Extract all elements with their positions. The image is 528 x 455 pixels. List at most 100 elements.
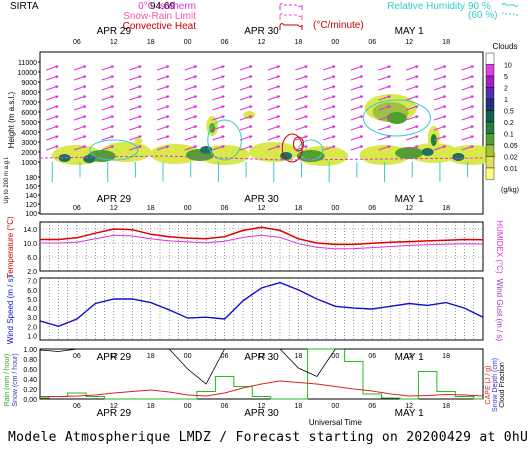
height-tick-label: 10000 (18, 70, 38, 77)
cloud-panel: 1100010000900080007000600050004000300020… (4, 42, 519, 218)
hour-tick-label: 18 (147, 353, 155, 360)
hour-tick-label: 12 (110, 205, 118, 212)
wind-tick-label: 2.0 (27, 324, 37, 331)
colorbar-label: 10 (504, 63, 512, 70)
snow-ylabel: Snow (cm / hour) (12, 353, 19, 406)
hour-tick-label: 18 (147, 205, 155, 212)
wind-arrow (350, 75, 364, 81)
wind-arrow (156, 125, 170, 131)
cloud-region-core (395, 147, 424, 159)
wind-arrow (239, 75, 253, 81)
hour-tick-label: 18 (442, 205, 450, 212)
conv-unit: (°C/minute) (313, 20, 364, 31)
hour-tick-label: 12 (110, 39, 118, 46)
wind-arrow (350, 115, 364, 121)
wind-arrow (46, 115, 59, 121)
wind-arrow (239, 115, 253, 121)
hour-tick-label: 00 (184, 353, 192, 360)
wind-arrow (46, 105, 59, 111)
colorbar-label: 0.05 (504, 143, 518, 150)
wind-arrow (461, 125, 474, 131)
height-tick-label: 100 (25, 211, 37, 218)
hour-tick-label: 12 (110, 353, 118, 360)
day-label: APR 30 (244, 408, 279, 419)
hour-tick-label: 06 (221, 39, 229, 46)
colorbar-swatch (485, 156, 495, 169)
height-tick-label: 6000 (21, 110, 37, 117)
colorbar-label: 2 (504, 86, 508, 93)
wind-arrow (433, 115, 447, 121)
legend-bracket (279, 5, 303, 10)
height-tick-label: 7000 (21, 100, 37, 107)
cloud-region-dense (83, 155, 96, 163)
wind-arrow (350, 145, 364, 151)
colorbar-swatch (485, 98, 495, 111)
cloud-fraction-line (39, 348, 483, 385)
wind-arrow (239, 105, 253, 111)
wind-arrow (129, 135, 142, 141)
wind-arrow (129, 85, 142, 91)
hour-tick-label: 00 (184, 403, 192, 410)
wind-arrow (295, 85, 308, 91)
hour-tick-label: 18 (442, 353, 450, 360)
wind-arrow (295, 105, 308, 111)
colorbar-label: 1 (504, 97, 508, 104)
day-label: APR 29 (97, 408, 132, 419)
hour-tick-label: 12 (258, 39, 266, 46)
wind-arrow (267, 65, 281, 71)
height-tick-label: 4000 (21, 130, 37, 137)
wind-arrow (406, 115, 419, 121)
cloud-region-dense (421, 148, 434, 156)
wind-arrow (350, 135, 364, 141)
wind-tick-label: 7.0 (27, 279, 37, 286)
wind-arrow (46, 95, 59, 101)
wind-arrow (129, 125, 142, 131)
colorbar-unit: (g/kg) (501, 187, 519, 194)
wind-arrow (46, 85, 59, 91)
colorbar-title: Clouds (493, 42, 518, 51)
x-axis-label: Universal Time (309, 418, 362, 427)
hour-tick-label: 06 (73, 353, 81, 360)
wind-arrow (212, 85, 225, 91)
wind-arrow (46, 135, 59, 141)
hour-tick-label: 00 (184, 205, 192, 212)
wind-arrow (433, 65, 447, 71)
hour-tick-label: 06 (221, 403, 229, 410)
wind-arrow (406, 75, 419, 81)
wind-arrow (184, 85, 198, 91)
wind-arrow (461, 65, 474, 71)
wind-arrow (73, 145, 87, 151)
rain-tick-label: 0.80 (23, 357, 37, 364)
colorbar-swatch (485, 144, 495, 157)
wind-arrow (184, 135, 198, 141)
wind-arrow (184, 125, 198, 131)
wind-arrow (101, 135, 115, 141)
wind-arrow (184, 75, 198, 81)
wind-arrow (73, 65, 87, 71)
cloud-region-core (296, 150, 325, 162)
wind-speed-line (39, 281, 484, 328)
wind-arrow (101, 145, 115, 151)
wind-arrow (184, 115, 198, 121)
wind-arrow (73, 85, 87, 91)
rain-step-bars (40, 348, 483, 400)
temp-tick-label: 14.0 (23, 227, 37, 234)
wind-arrow (267, 115, 281, 121)
wind-arrow (156, 75, 170, 81)
hour-tick-label: 18 (295, 39, 303, 46)
wind-arrow (73, 125, 87, 131)
station-coord: 94.69 (150, 1, 175, 12)
humidex-line (40, 234, 484, 250)
hour-tick-label: 00 (331, 205, 339, 212)
rh-contour (362, 99, 431, 137)
wind-arrow (378, 115, 391, 121)
hour-tick-label: 12 (405, 39, 413, 46)
wind-arrow (323, 95, 336, 101)
wind-ylabel: Wind Speed (m / s) (6, 275, 15, 344)
wind-arrow (406, 125, 419, 131)
wind-arrow (239, 145, 253, 151)
wind-arrow (433, 135, 447, 141)
wind-tick-label: 5.0 (27, 297, 37, 304)
height-tick-label: 11000 (18, 60, 37, 67)
